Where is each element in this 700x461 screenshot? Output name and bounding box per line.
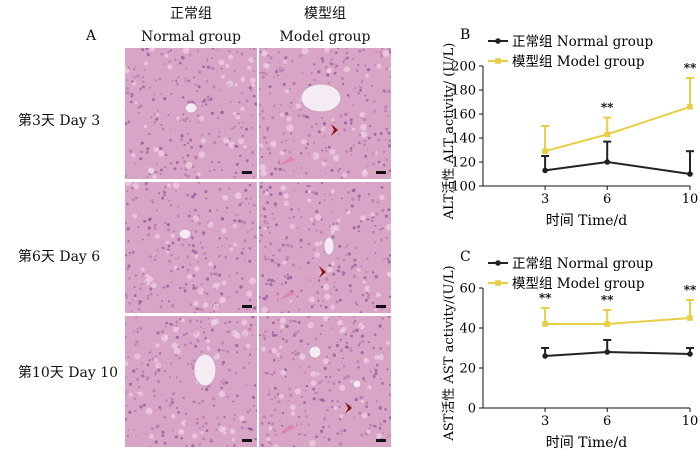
lesion-arrow-icon xyxy=(345,402,352,414)
y-tick-label: 200 xyxy=(451,60,476,75)
data-point-normal xyxy=(687,351,693,357)
y-axis-title: ALT活性 ALT activity/ (U/L) xyxy=(442,43,457,221)
panel-a-label: A xyxy=(86,28,97,44)
y-tick-label: 100 xyxy=(451,180,476,195)
panel-label-c: C xyxy=(460,249,471,265)
significance-mark: ** xyxy=(539,291,552,305)
y-tick-label: 40 xyxy=(459,322,476,337)
significance-mark: ** xyxy=(601,101,614,115)
column-header-model: 模型组 Model group xyxy=(258,6,392,46)
y-tick-label: 120 xyxy=(451,156,476,171)
data-point-model xyxy=(542,321,548,327)
data-point-model xyxy=(687,315,693,321)
column-header-normal-zh: 正常组 xyxy=(170,6,212,22)
x-tick-label: 10 xyxy=(682,414,699,429)
data-point-model xyxy=(687,104,693,110)
micrograph-model-day6 xyxy=(259,182,391,313)
significance-mark: ** xyxy=(601,293,614,307)
data-point-normal xyxy=(542,353,548,359)
series-line-model xyxy=(545,317,691,325)
micrograph-model-day10 xyxy=(259,316,391,447)
significance-mark: ** xyxy=(684,283,697,297)
column-header-model-en: Model group xyxy=(279,29,371,45)
column-header-normal-en: Normal group xyxy=(141,29,241,45)
row-label-day10: 第10天 Day 10 xyxy=(18,365,119,381)
x-axis-title: 时间 Time/d xyxy=(546,435,628,451)
series-line-normal xyxy=(544,160,691,175)
vessel-shape xyxy=(184,102,198,114)
row-label-day6: 第6天 Day 6 xyxy=(18,249,101,265)
data-point-normal xyxy=(542,167,548,174)
y-tick-label: 140 xyxy=(451,132,476,147)
legend-label-normal: 正常组 Normal group xyxy=(512,256,653,272)
series-line-model xyxy=(544,105,691,153)
scale-bar xyxy=(376,305,386,308)
y-tick-label: 160 xyxy=(451,108,476,123)
legend-marker-normal xyxy=(495,260,501,266)
scale-bar xyxy=(376,439,386,442)
column-header-model-zh: 模型组 xyxy=(304,6,346,22)
vessel-shape xyxy=(352,379,362,389)
vessel-shape xyxy=(193,353,217,387)
data-point-model xyxy=(604,131,610,138)
data-point-model xyxy=(604,321,610,327)
micrograph-normal-day6 xyxy=(125,182,257,313)
lesion-arrow-icon xyxy=(331,124,338,136)
data-point-normal xyxy=(604,349,610,355)
y-tick-label: 20 xyxy=(459,362,476,377)
vessel-shape xyxy=(308,345,322,359)
legend-label-model: 模型组 Model group xyxy=(512,276,645,292)
x-tick-label: 6 xyxy=(603,192,611,207)
panel-label-b: B xyxy=(460,27,470,43)
data-point-normal xyxy=(604,159,610,165)
micrograph-normal-day3 xyxy=(125,48,257,179)
x-axis-title: 时间 Time/d xyxy=(546,213,628,229)
row-label-day3: 第3天 Day 3 xyxy=(18,113,101,129)
y-axis-title: AST活性 AST activity/(U/L) xyxy=(442,265,457,441)
y-tick-label: 0 xyxy=(468,402,476,417)
ast-activity-chart: C 0 20 40 60 3 6 10 时间 Time/d AST活性 AST activity/… xyxy=(442,249,699,451)
legend-marker-model xyxy=(495,280,501,286)
column-header-normal: 正常组 Normal group xyxy=(124,6,258,46)
scale-bar xyxy=(242,171,252,174)
series-line-normal xyxy=(545,350,691,357)
scale-bar xyxy=(242,439,252,442)
x-tick-label: 3 xyxy=(541,414,549,429)
lesion-arrow-icon xyxy=(319,266,326,278)
scale-bar xyxy=(376,171,386,174)
vessel-shape xyxy=(178,228,192,240)
micrograph-normal-day10 xyxy=(125,316,257,447)
legend-label-model: 模型组 Model group xyxy=(512,54,645,70)
x-tick-label: 6 xyxy=(603,414,611,429)
micrograph-model-day3 xyxy=(259,48,391,179)
x-tick-label: 10 xyxy=(682,192,699,207)
x-tick-label: 3 xyxy=(541,192,549,207)
y-tick-label: 60 xyxy=(459,282,476,297)
legend-label-normal: 正常组 Normal group xyxy=(512,34,653,50)
data-point-normal xyxy=(687,171,693,177)
vessel-shape xyxy=(300,83,342,113)
data-point-model xyxy=(542,148,548,154)
alt-activity-chart: B 100 120 140 160 180 200 3 6 10 时间 Time/d ALT活性 AL… xyxy=(442,27,699,229)
vessel-shape xyxy=(323,236,335,256)
legend-marker-normal xyxy=(495,38,501,44)
significance-mark: ** xyxy=(684,61,697,75)
legend-marker-model xyxy=(495,58,501,64)
scale-bar xyxy=(242,305,252,308)
y-tick-label: 180 xyxy=(451,84,476,99)
